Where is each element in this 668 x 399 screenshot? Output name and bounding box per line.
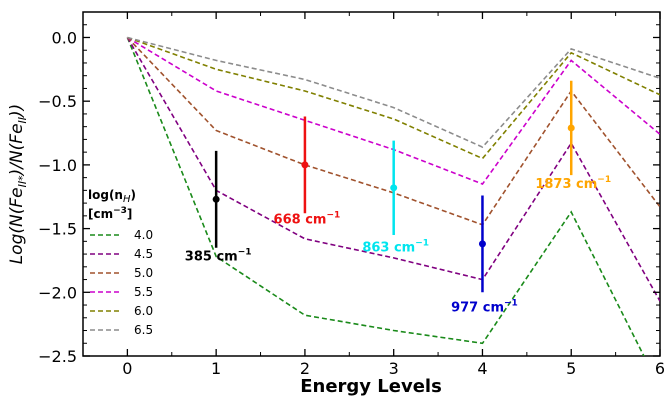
x-tick-label: 2	[300, 359, 310, 378]
legend-label-5.5: 5.5	[134, 285, 153, 299]
y-tick-label: −2.0	[38, 283, 77, 302]
point-label-1: 385 cm−1	[185, 247, 252, 264]
x-tick-label: 1	[211, 359, 221, 378]
y-axis-label: Log(N(FeII*)/N(FeII))	[7, 104, 29, 265]
legend-label-6.5: 6.5	[134, 323, 153, 337]
legend: log(nH)[cm−3]4.0 4.5 5.0 5.5 6.0 6.5	[88, 188, 153, 337]
point-label-2: 668 cm−1	[274, 210, 341, 227]
data-point-1	[212, 195, 220, 203]
data-point-2	[301, 161, 309, 169]
y-tick-label: −1.0	[38, 156, 77, 175]
observations-layer: 385 cm−1 668 cm−1 863 cm−1 977 cm−1 1873 cm−…	[185, 80, 611, 315]
x-tick-label: 4	[477, 359, 487, 378]
data-point-5	[567, 124, 575, 132]
legend-label-5.0: 5.0	[134, 266, 153, 280]
legend-title: log(nH)	[88, 188, 136, 205]
x-tick-label: 5	[566, 359, 576, 378]
series-line-6.5	[127, 36, 660, 149]
x-tick-label: 6	[655, 359, 665, 378]
data-point-3	[390, 184, 398, 192]
legend-label-6.0: 6.0	[134, 304, 153, 318]
point-label-5: 1873 cm−1	[535, 175, 611, 192]
series-line-4.0	[126, 37, 645, 356]
data-point-4	[478, 240, 486, 248]
point-label-3: 863 cm−1	[362, 239, 429, 256]
ticks-layer: 0 1 2 3 4 5 6 0.0 −0.5 −1.0 −1.5 −2.0 −2.5	[38, 12, 665, 378]
legend-label-4.0: 4.0	[134, 228, 153, 242]
y-tick-label: −2.5	[38, 347, 77, 366]
point-label-4: 977 cm−1	[451, 298, 518, 315]
y-tick-label: 0.0	[52, 28, 77, 47]
y-tick-label: −0.5	[38, 92, 77, 111]
legend-label-4.5: 4.5	[134, 247, 153, 261]
x-tick-label: 0	[122, 359, 132, 378]
series-line-6.0	[127, 36, 660, 160]
x-axis-label: Energy Levels	[300, 376, 442, 397]
y-tick-label: −1.5	[38, 220, 77, 239]
x-tick-label: 3	[389, 359, 399, 378]
legend-title-units: [cm−3]	[88, 206, 132, 221]
